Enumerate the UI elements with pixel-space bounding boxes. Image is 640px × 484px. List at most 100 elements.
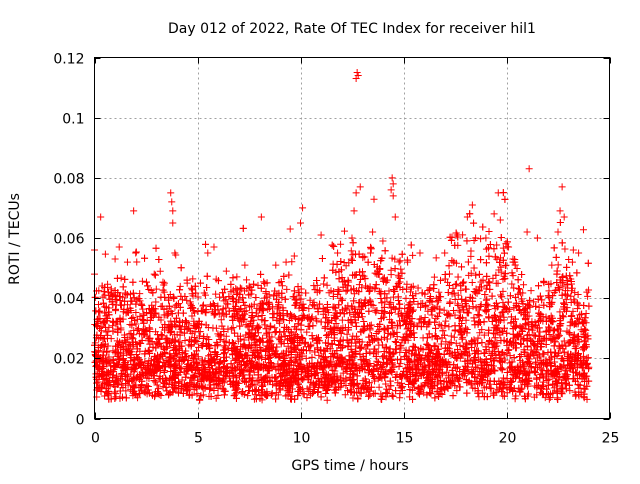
data-point bbox=[402, 295, 409, 302]
data-point bbox=[231, 330, 238, 337]
data-point bbox=[111, 388, 118, 395]
data-point bbox=[396, 349, 403, 356]
data-point bbox=[95, 301, 102, 308]
data-point bbox=[324, 397, 331, 404]
data-point bbox=[585, 303, 592, 310]
data-point bbox=[397, 257, 404, 264]
data-point bbox=[157, 268, 164, 275]
data-point bbox=[243, 307, 250, 314]
data-point bbox=[485, 253, 492, 260]
data-point bbox=[561, 246, 568, 253]
data-point bbox=[341, 228, 348, 235]
data-point bbox=[132, 301, 139, 308]
data-point bbox=[445, 289, 452, 296]
data-point bbox=[279, 282, 286, 289]
data-point bbox=[353, 333, 360, 340]
data-point bbox=[189, 286, 196, 293]
data-point bbox=[395, 273, 402, 280]
data-point bbox=[545, 287, 552, 294]
data-point bbox=[555, 261, 562, 268]
data-point bbox=[348, 247, 355, 254]
data-point bbox=[377, 295, 384, 302]
data-point bbox=[155, 256, 162, 263]
data-point bbox=[435, 289, 442, 296]
data-point bbox=[100, 300, 107, 307]
data-point bbox=[474, 311, 481, 318]
data-point bbox=[189, 275, 196, 282]
data-point bbox=[453, 281, 460, 288]
data-point bbox=[483, 285, 490, 292]
data-point bbox=[459, 336, 466, 343]
data-point bbox=[514, 265, 521, 272]
data-point bbox=[470, 220, 477, 227]
data-point bbox=[243, 276, 250, 283]
data-point bbox=[175, 338, 182, 345]
data-points bbox=[91, 69, 592, 404]
data-point bbox=[133, 259, 140, 266]
data-point bbox=[478, 339, 485, 346]
data-point bbox=[504, 238, 511, 245]
data-point bbox=[445, 323, 452, 330]
data-point bbox=[477, 256, 484, 263]
data-point bbox=[397, 266, 404, 273]
data-point bbox=[368, 321, 375, 328]
data-point bbox=[540, 278, 547, 285]
data-point bbox=[561, 349, 568, 356]
data-point bbox=[344, 331, 351, 338]
data-point bbox=[382, 247, 389, 254]
data-point bbox=[409, 252, 416, 259]
data-point bbox=[316, 301, 323, 308]
data-point bbox=[114, 275, 121, 282]
data-point bbox=[463, 390, 470, 397]
data-point bbox=[260, 278, 267, 285]
data-point bbox=[520, 281, 527, 288]
data-point bbox=[233, 273, 240, 280]
data-point bbox=[324, 282, 331, 289]
data-point bbox=[183, 297, 190, 304]
data-point bbox=[566, 382, 573, 389]
data-point bbox=[371, 196, 378, 203]
data-point bbox=[163, 387, 170, 394]
data-point bbox=[451, 334, 458, 341]
data-point bbox=[353, 323, 360, 330]
data-point bbox=[330, 243, 337, 250]
data-point bbox=[117, 301, 124, 308]
data-point bbox=[337, 241, 344, 248]
data-point bbox=[92, 294, 99, 301]
data-point bbox=[493, 280, 500, 287]
data-point bbox=[476, 271, 483, 278]
data-point bbox=[498, 234, 505, 241]
data-point bbox=[422, 314, 429, 321]
data-point bbox=[372, 309, 379, 316]
data-point bbox=[139, 278, 146, 285]
data-point bbox=[283, 286, 290, 293]
data-point bbox=[583, 310, 590, 317]
data-point bbox=[469, 279, 476, 286]
data-point bbox=[508, 281, 515, 288]
data-point bbox=[255, 313, 262, 320]
data-point bbox=[365, 308, 372, 315]
data-point bbox=[528, 287, 535, 294]
data-point bbox=[182, 337, 189, 344]
data-point bbox=[102, 251, 109, 258]
data-point bbox=[176, 286, 183, 293]
data-point bbox=[450, 392, 457, 399]
data-point bbox=[570, 247, 577, 254]
data-point bbox=[228, 360, 235, 367]
data-point bbox=[388, 271, 395, 278]
data-point bbox=[486, 228, 493, 235]
data-point bbox=[516, 286, 523, 293]
data-point bbox=[139, 306, 146, 313]
data-point bbox=[580, 226, 587, 233]
data-point bbox=[212, 291, 219, 298]
data-point bbox=[320, 281, 327, 288]
data-point bbox=[469, 201, 476, 208]
data-point bbox=[458, 263, 465, 270]
data-point bbox=[392, 338, 399, 345]
data-point bbox=[258, 285, 265, 292]
data-point bbox=[551, 244, 558, 251]
data-point bbox=[433, 254, 440, 261]
data-point bbox=[467, 248, 474, 255]
